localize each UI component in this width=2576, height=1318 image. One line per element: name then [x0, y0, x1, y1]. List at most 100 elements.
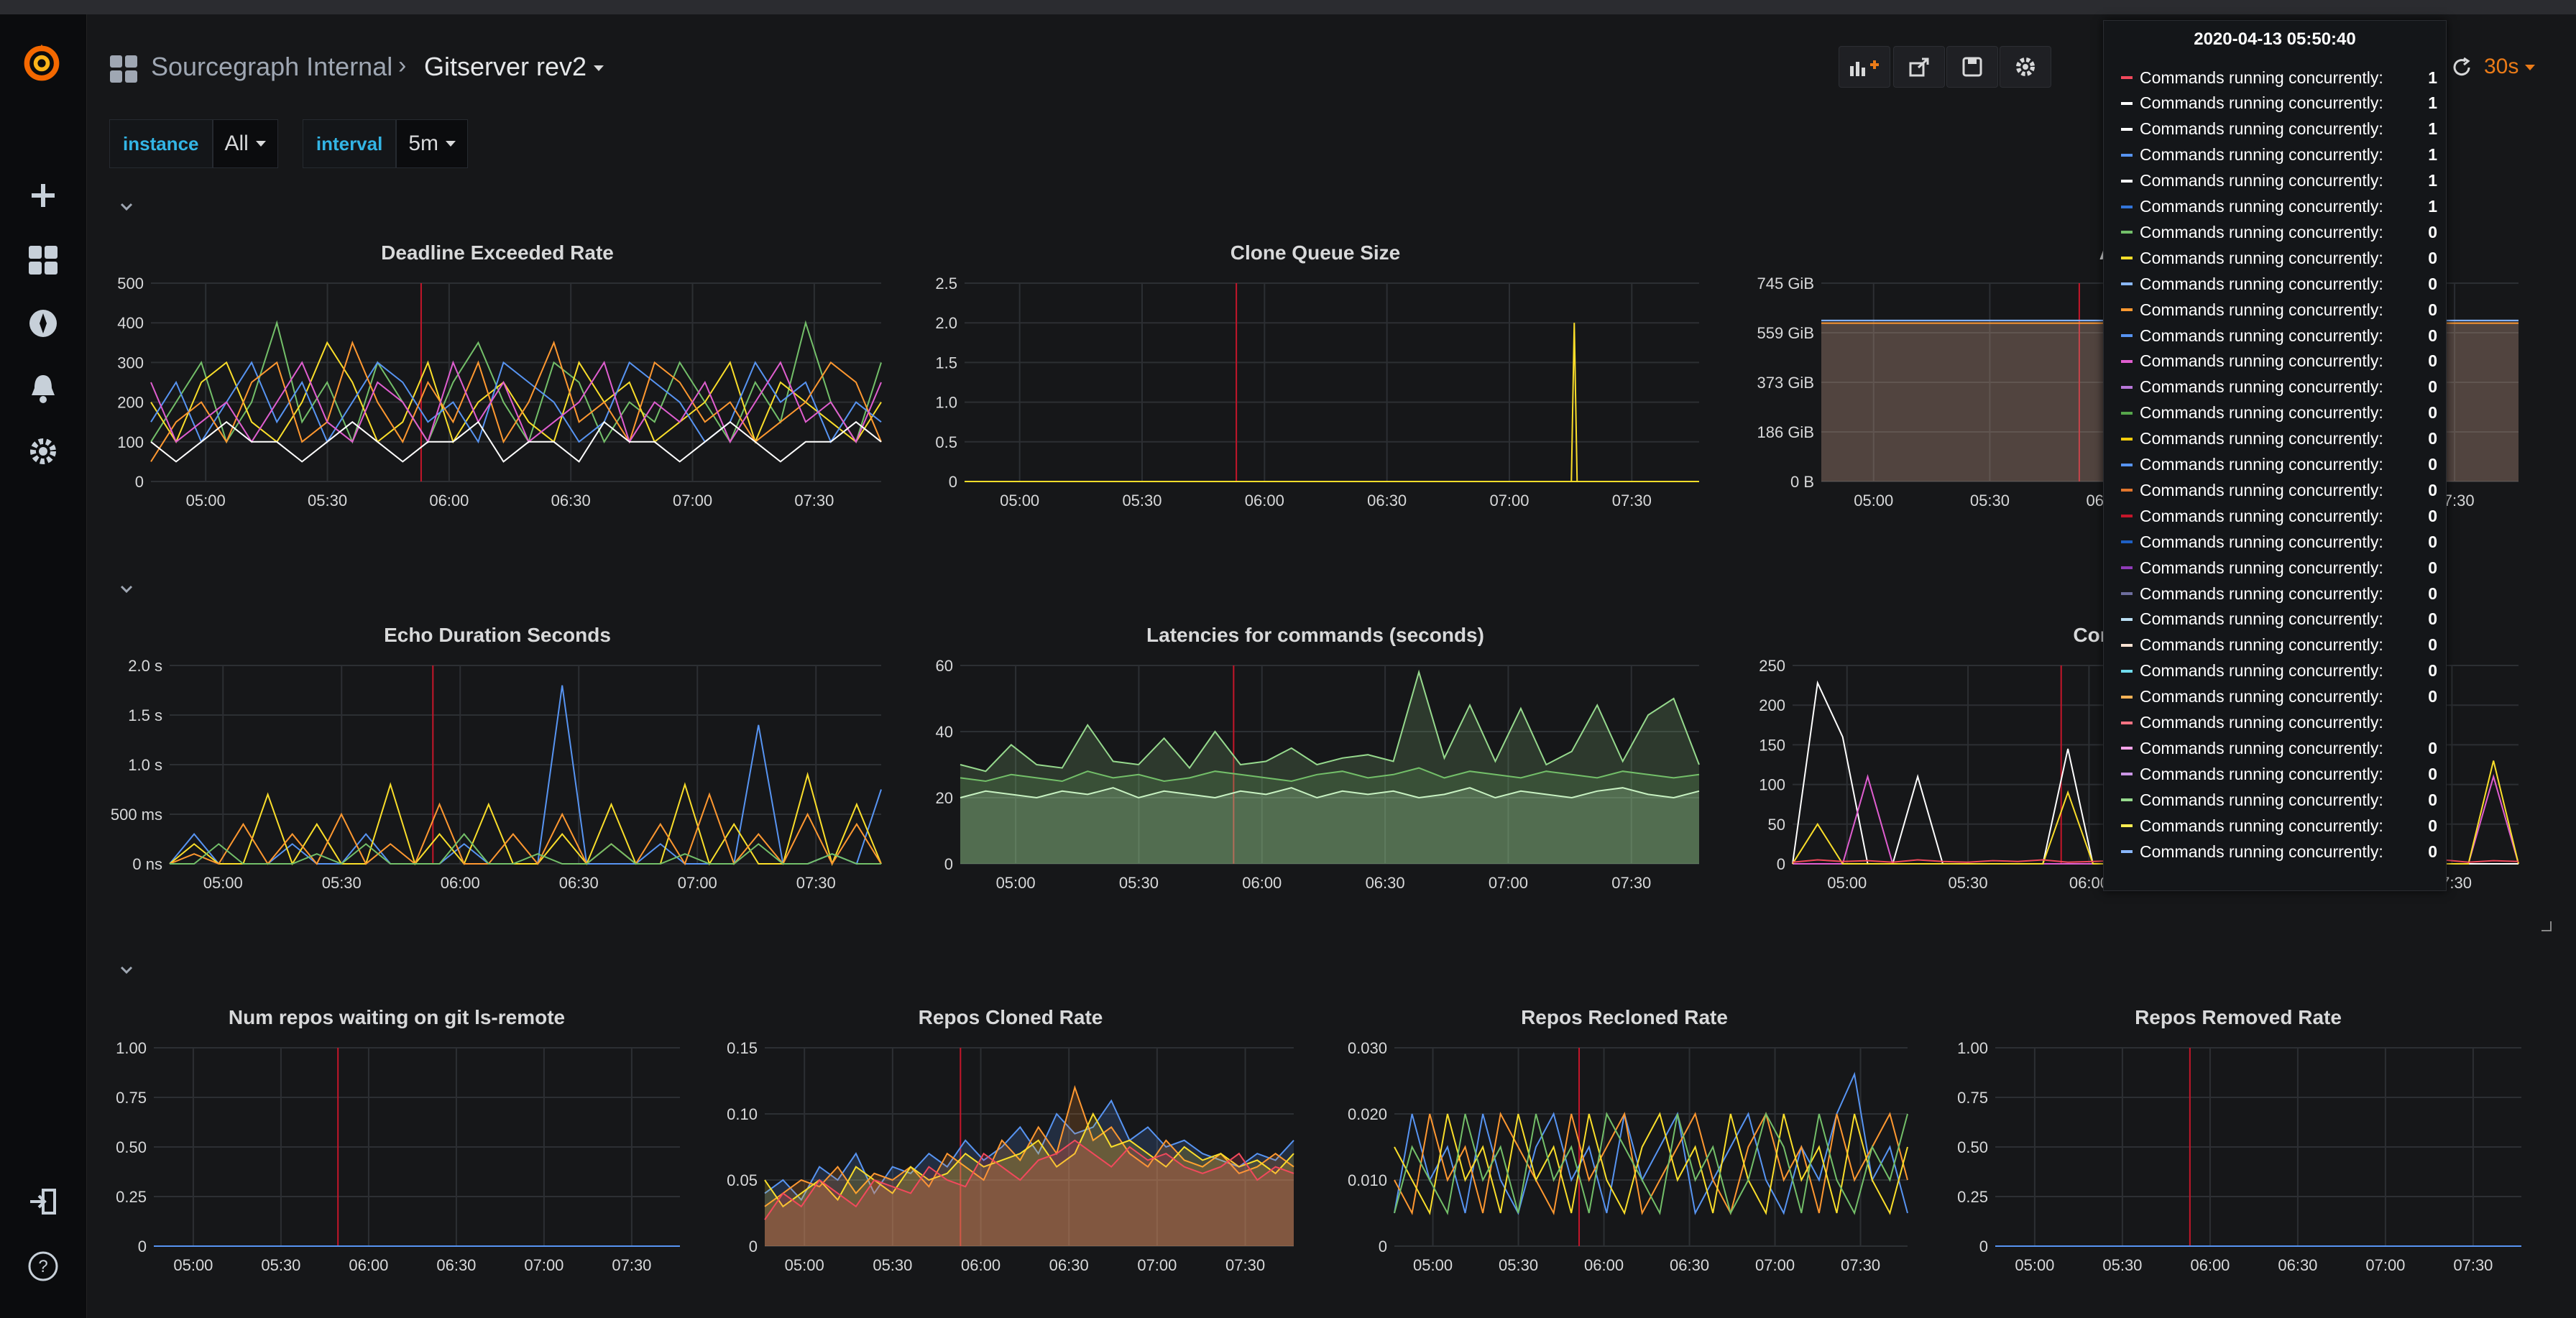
panel-repos-recloned-rate[interactable]: Repos Recloned Rate 0.030 0.020 0.010 0 05:0…: [1337, 1006, 1912, 1301]
y-tick-label: 50: [1768, 816, 1785, 834]
tooltip-series-value: 0: [2428, 584, 2437, 603]
series-color-swatch: [2121, 747, 2133, 750]
share-button[interactable]: [1893, 46, 1945, 88]
x-tick-label: 05:30: [261, 1256, 300, 1274]
variable-interval: interval 5m: [302, 119, 469, 168]
y-tick-label: 40: [936, 723, 953, 741]
graph-command-latencies: 60 40 20 0 05:00 05:30 06:00 06:30 07:00 07:30: [936, 657, 1700, 892]
y-tick-label: 100: [1759, 776, 1785, 794]
panel-command-latencies[interactable]: Latencies for commands (seconds) 60 40 20 0…: [927, 624, 1703, 918]
panel-repos-removed-rate[interactable]: Repos Removed Rate 1.00 0.75 0.50 0.25 0 05:0…: [1951, 1006, 2526, 1301]
panel-resize-handle[interactable]: [2542, 921, 2552, 931]
series-color-swatch: [2121, 515, 2133, 518]
x-tick-label: 07:00: [1137, 1256, 1177, 1274]
y-tick-label: 1.00: [116, 1039, 147, 1057]
help-icon[interactable]: ?: [22, 1245, 65, 1288]
series-line: [764, 1084, 1294, 1207]
breadcrumb-folder[interactable]: Sourcegraph Internal: [151, 52, 393, 81]
y-tick-label: 0.10: [727, 1105, 758, 1123]
tooltip-series-name: Commands running concurrently:: [2140, 713, 2383, 732]
alerting-bell-icon[interactable]: [22, 367, 65, 410]
tooltip-series-name: Commands running concurrently:: [2140, 248, 2383, 267]
variable-label: instance: [109, 119, 213, 168]
tooltip-series-value: 1: [2428, 93, 2437, 113]
y-tick-label: 0.75: [1957, 1089, 1988, 1107]
tooltip-series-name: Commands running concurrently:: [2140, 635, 2383, 655]
series-line: [150, 360, 882, 444]
panel-repos-cloned-rate[interactable]: Repos Cloned Rate 0.15 0.10 0.05 0 05:00 05:3…: [723, 1006, 1298, 1301]
x-tick-label: 07:00: [678, 874, 717, 892]
tooltip-series-value: 0: [2428, 816, 2437, 835]
series-line: [764, 1112, 1294, 1208]
tooltip-series-row: Commands running concurrently: 0: [2121, 478, 2437, 502]
y-tick-label: 500 ms: [111, 806, 162, 824]
tooltip-series-row: Commands running concurrently: 0: [2121, 323, 2437, 348]
add-panel-button[interactable]: [1839, 46, 1890, 88]
settings-button[interactable]: [2000, 46, 2051, 88]
tooltip-series-value: 0: [2428, 455, 2437, 474]
tooltip-series-value: 1: [2428, 68, 2437, 87]
row-collapse-chevron-icon[interactable]: [119, 200, 134, 214]
x-tick-label: 07:30: [2453, 1256, 2493, 1274]
tooltip-series-name: Commands running concurrently:: [2140, 558, 2383, 577]
y-tick-label: 0.50: [116, 1138, 147, 1156]
x-tick-label: 05:30: [322, 874, 362, 892]
x-tick-label: 05:00: [186, 492, 226, 510]
tooltip-series-name: Commands running concurrently:: [2140, 274, 2383, 293]
y-tick-label: 186 GiB: [1757, 423, 1815, 441]
series-area-fill: [765, 1114, 1294, 1246]
tooltip-series-row: Commands running concurrently: 0: [2121, 839, 2437, 864]
tooltip-series-name: Commands running concurrently:: [2140, 480, 2383, 499]
x-tick-label: 05:00: [173, 1256, 213, 1274]
tooltip-series-name: Commands running concurrently:: [2140, 506, 2383, 525]
tooltip-series-name: Commands running concurrently:: [2140, 197, 2383, 216]
dashboard-title[interactable]: Gitserver rev2: [424, 52, 604, 82]
dashboard-grid-icon[interactable]: [109, 55, 138, 87]
tooltip-series-name: Commands running concurrently:: [2140, 429, 2383, 448]
variable-instance-dropdown[interactable]: All: [212, 119, 278, 168]
tooltip-series-name: Commands running concurrently:: [2140, 584, 2383, 603]
graph-repos-recloned-rate: 0.030 0.020 0.010 0 05:00 05:30 06:00 06:30 07:0…: [1348, 1039, 1908, 1274]
series-area-fill: [765, 1100, 1294, 1246]
y-tick-label: 2.0: [935, 314, 957, 332]
explore-compass-icon[interactable]: [22, 302, 65, 345]
x-tick-label: 07:00: [524, 1256, 564, 1274]
row-collapse-chevron-icon[interactable]: [119, 582, 134, 596]
series-color-swatch: [2121, 617, 2133, 621]
tooltip-series-row: Commands running concurrently: 0: [2121, 298, 2437, 322]
refresh-interval-picker[interactable]: 30s: [2484, 55, 2535, 79]
x-tick-label: 07:00: [1489, 492, 1529, 510]
y-tick-label: 0: [138, 1238, 147, 1255]
tooltip-series-value: 0: [2428, 480, 2437, 499]
dashboards-icon[interactable]: [22, 239, 65, 282]
panel-deadline-exceeded-rate[interactable]: Deadline Exceeded Rate 500 400 300 200 100 0 0…: [109, 241, 886, 536]
tooltip-series-name: Commands running concurrently:: [2140, 764, 2383, 783]
panel-echo-duration-seconds[interactable]: Echo Duration Seconds 2.0 s 1.5 s 1.0 s 500…: [109, 624, 886, 918]
panel-clone-queue-size[interactable]: Clone Queue Size 2.5 2.0 1.5 1.0 0.5 0 05:00 05…: [927, 241, 1703, 536]
x-tick-label: 06:30: [1367, 492, 1407, 510]
y-tick-label: 373 GiB: [1757, 374, 1815, 392]
series-line: [960, 767, 1700, 783]
save-button[interactable]: [1946, 46, 1998, 88]
x-tick-label: 05:30: [1949, 874, 1988, 892]
row-collapse-chevron-icon[interactable]: [119, 963, 134, 977]
series-color-swatch: [2121, 359, 2133, 363]
y-tick-label: 150: [1759, 736, 1785, 754]
graph-deadline-exceeded-rate: 500 400 300 200 100 0 05:00 05:30 06:00 06:30 07:0…: [117, 275, 882, 510]
series-color-swatch: [2121, 643, 2133, 647]
grafana-logo-icon[interactable]: [20, 42, 63, 85]
plus-icon[interactable]: [22, 174, 65, 217]
series-color-swatch: [2121, 127, 2133, 131]
y-tick-label: 500: [117, 275, 144, 292]
panel-num-repos-waiting[interactable]: Num repos waiting on git ls-remote 1.00 0…: [109, 1006, 684, 1301]
refresh-button[interactable]: [2437, 49, 2487, 86]
x-tick-label: 05:30: [873, 1256, 912, 1274]
tooltip-series-name: Commands running concurrently:: [2140, 816, 2383, 835]
tooltip-series-name: Commands running concurrently:: [2140, 222, 2383, 241]
x-tick-label: 06:30: [1366, 874, 1405, 892]
configuration-gear-icon[interactable]: [22, 430, 65, 473]
tooltip-series-row: Commands running concurrently: 0: [2121, 375, 2437, 400]
variable-interval-dropdown[interactable]: 5m: [396, 119, 469, 168]
sign-in-icon[interactable]: [22, 1180, 65, 1223]
tooltip-series-name: Commands running concurrently:: [2140, 790, 2383, 809]
